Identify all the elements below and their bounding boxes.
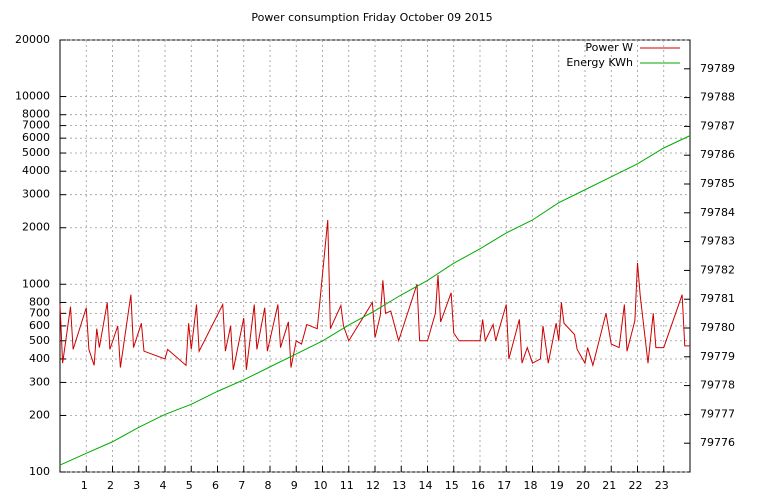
y-tick-label: 5000 <box>22 146 50 159</box>
x-tick-label: 9 <box>291 479 298 492</box>
y2-tick-label: 79780 <box>700 321 735 334</box>
series-line <box>59 135 691 466</box>
y-tick-label: 1000 <box>22 277 50 290</box>
y-tick-label: 4000 <box>22 164 50 177</box>
y2-tick-label: 79776 <box>700 436 735 449</box>
y-tick-label: 6000 <box>22 131 50 144</box>
x-tick-label: 19 <box>550 479 564 492</box>
x-tick-label: 10 <box>314 479 328 492</box>
y2-tick-label: 79782 <box>700 263 735 276</box>
x-tick-label: 17 <box>497 479 511 492</box>
x-tick-label: 12 <box>366 479 380 492</box>
y2-tick-label: 79779 <box>700 350 735 363</box>
x-tick-label: 4 <box>160 479 167 492</box>
x-tick-label: 22 <box>629 479 643 492</box>
y2-tick-label: 79778 <box>700 379 735 392</box>
y-tick-label: 200 <box>29 408 50 421</box>
x-tick-label: 21 <box>602 479 616 492</box>
y-tick-label: 3000 <box>22 188 50 201</box>
x-tick-label: 3 <box>133 479 140 492</box>
y2-tick-label: 79788 <box>700 91 735 104</box>
x-tick-label: 23 <box>655 479 669 492</box>
y-tick-label: 500 <box>29 334 50 347</box>
y-tick-label: 800 <box>29 295 50 308</box>
legend-label: Power W <box>585 41 633 54</box>
y2-tick-label: 79786 <box>700 148 735 161</box>
y-tick-label: 8000 <box>22 108 50 121</box>
x-tick-label: 6 <box>212 479 219 492</box>
y-tick-label: 10000 <box>15 90 50 103</box>
y-tick-label: 20000 <box>15 33 50 46</box>
y-tick-label: 2000 <box>22 221 50 234</box>
y-tick-label: 7000 <box>22 119 50 132</box>
x-tick-label: 20 <box>576 479 590 492</box>
y2-tick-label: 79784 <box>700 206 735 219</box>
y2-tick-label: 79785 <box>700 177 735 190</box>
x-tick-label: 2 <box>107 479 114 492</box>
x-tick-label: 15 <box>445 479 459 492</box>
y-tick-label: 700 <box>29 306 50 319</box>
legend-label: Energy KWh <box>566 56 633 69</box>
y-tick-label: 100 <box>29 465 50 478</box>
x-tick-label: 14 <box>419 479 433 492</box>
x-tick-label: 16 <box>471 479 485 492</box>
y2-tick-label: 79789 <box>700 62 735 75</box>
y-tick-label: 600 <box>29 319 50 332</box>
x-tick-label: 5 <box>186 479 193 492</box>
x-tick-label: 13 <box>392 479 406 492</box>
y2-tick-label: 79787 <box>700 119 735 132</box>
x-tick-label: 11 <box>340 479 354 492</box>
series-line <box>59 219 690 370</box>
y2-tick-label: 79777 <box>700 407 735 420</box>
x-tick-label: 1 <box>81 479 88 492</box>
x-tick-label: 18 <box>524 479 538 492</box>
x-tick-label: 8 <box>265 479 272 492</box>
y2-tick-label: 79783 <box>700 235 735 248</box>
y2-tick-label: 79781 <box>700 292 735 305</box>
y-tick-label: 400 <box>29 352 50 365</box>
x-tick-label: 7 <box>238 479 245 492</box>
y-tick-label: 300 <box>29 375 50 388</box>
chart-title: Power consumption Friday October 09 2015 <box>251 11 492 24</box>
